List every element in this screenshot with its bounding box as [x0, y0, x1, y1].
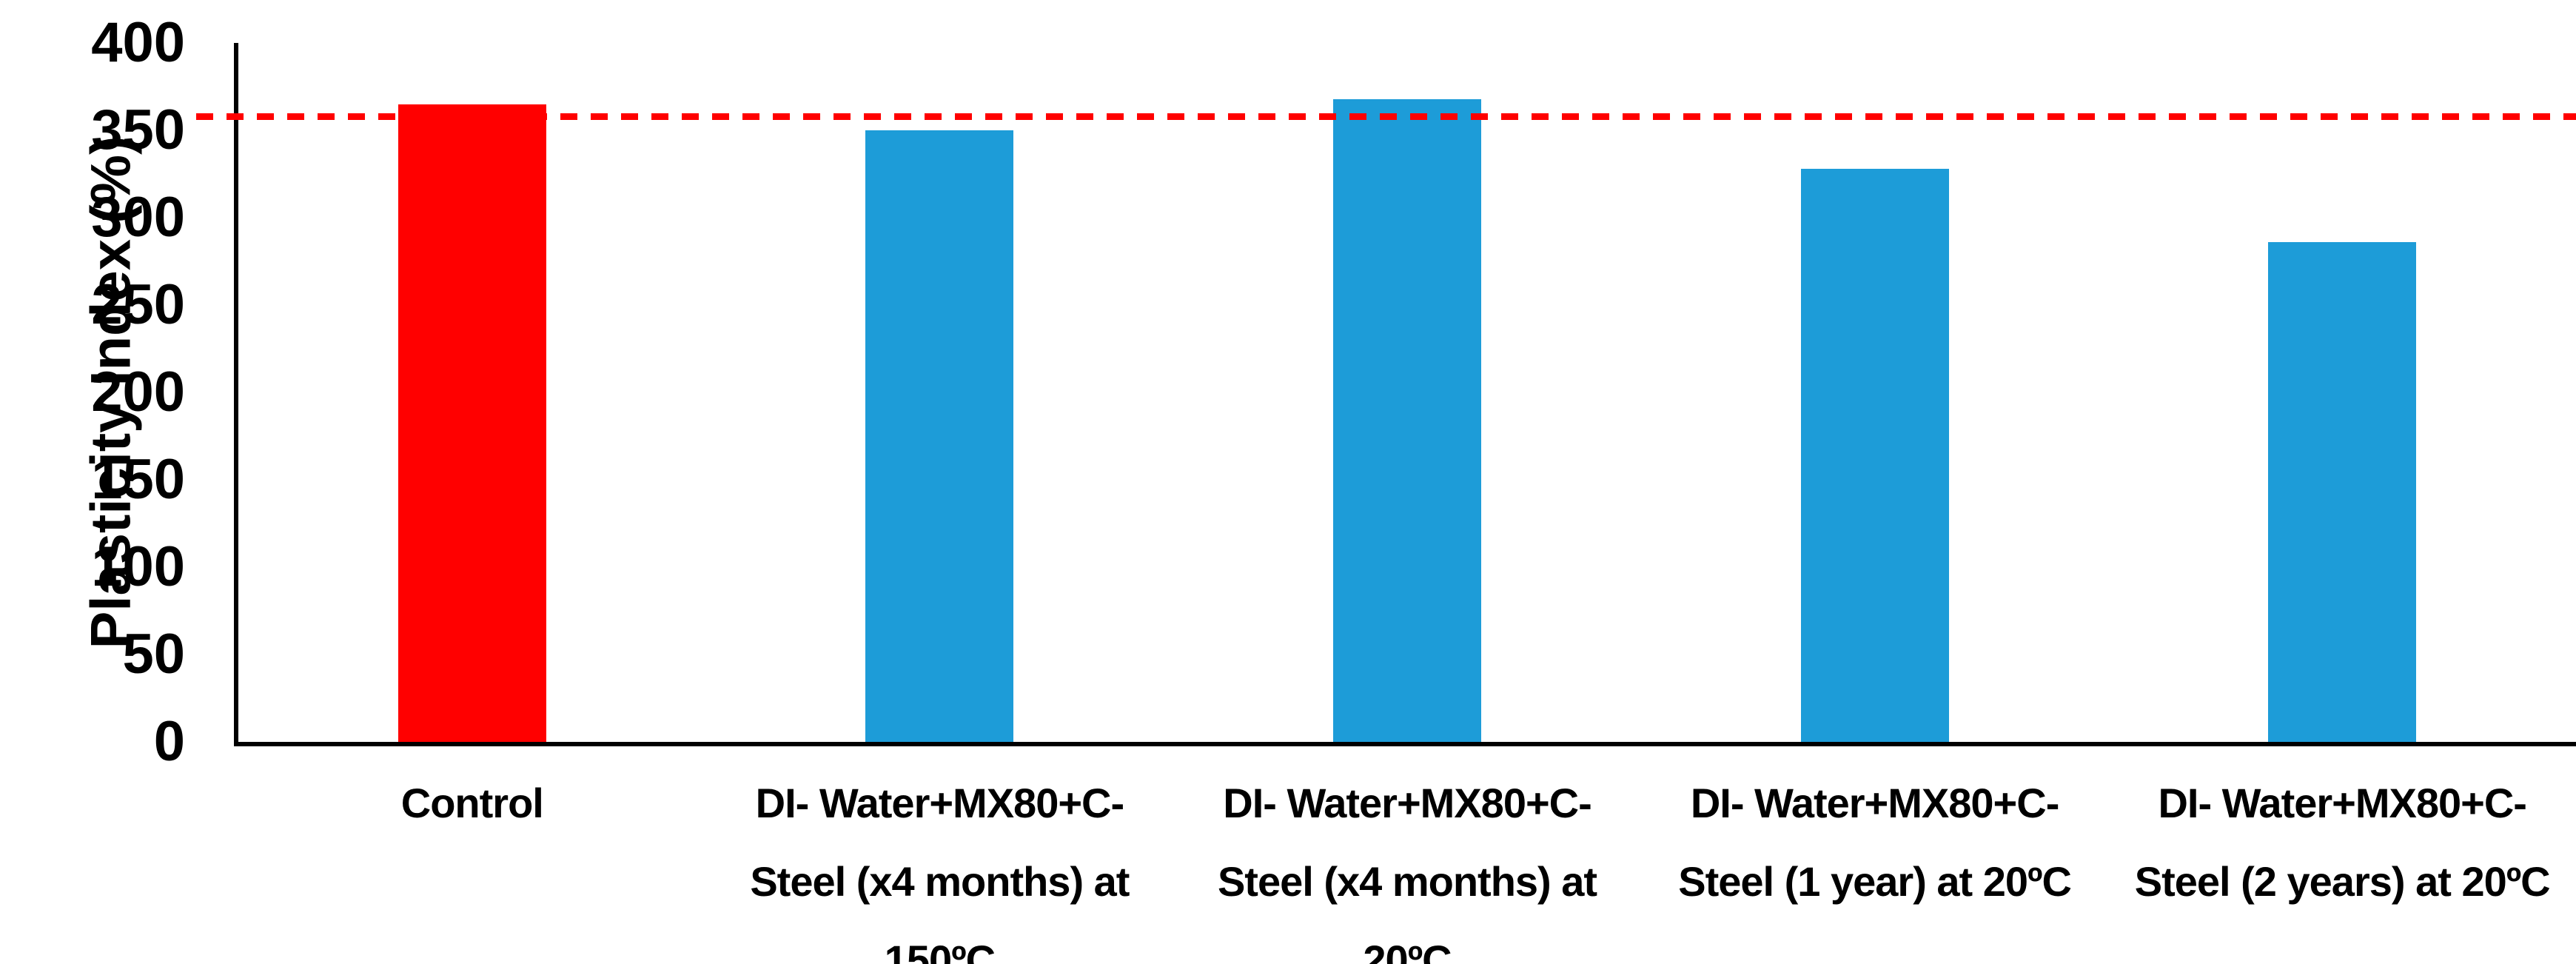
y-tick-label: 250: [91, 273, 185, 336]
category-label-4: DI- Water+MX80+C- Steel (1 year) at 20ºC: [1678, 780, 2072, 905]
bar-2: [865, 130, 1014, 742]
y-tick-label: 200: [91, 361, 185, 424]
bar-3: [1333, 98, 1481, 742]
y-tick-label: 100: [91, 535, 185, 598]
bar-4: [1800, 168, 1949, 742]
x-axis-line: [234, 742, 2576, 746]
y-tick-label: 400: [91, 11, 185, 74]
y-axis-line: [234, 43, 238, 746]
category-label-3: DI- Water+MX80+C- Steel (x4 months) at 2…: [1217, 780, 1597, 964]
bar-1: [398, 104, 546, 742]
y-tick-label: 350: [91, 98, 185, 161]
y-tick-labels: 0 50 100 150 200 250 300 350 400: [0, 11, 185, 773]
category-label-2: DI- Water+MX80+C- Steel (x4 months) at 1…: [750, 780, 1130, 964]
bar-5: [2268, 242, 2417, 742]
category-label-5: DI- Water+MX80+C- Steel (2 years) at 20º…: [2134, 780, 2551, 905]
y-tick-label: 0: [153, 710, 185, 773]
plot-area: [196, 43, 2576, 746]
y-tick-label: 50: [122, 623, 185, 686]
category-label-1: Control: [400, 780, 544, 826]
y-tick-label: 150: [91, 448, 185, 511]
category-labels: Control DI- Water+MX80+C- Steel (x4 month…: [238, 764, 2576, 964]
y-tick-label: 300: [91, 186, 185, 249]
reference-dashed-line: [196, 113, 2576, 120]
